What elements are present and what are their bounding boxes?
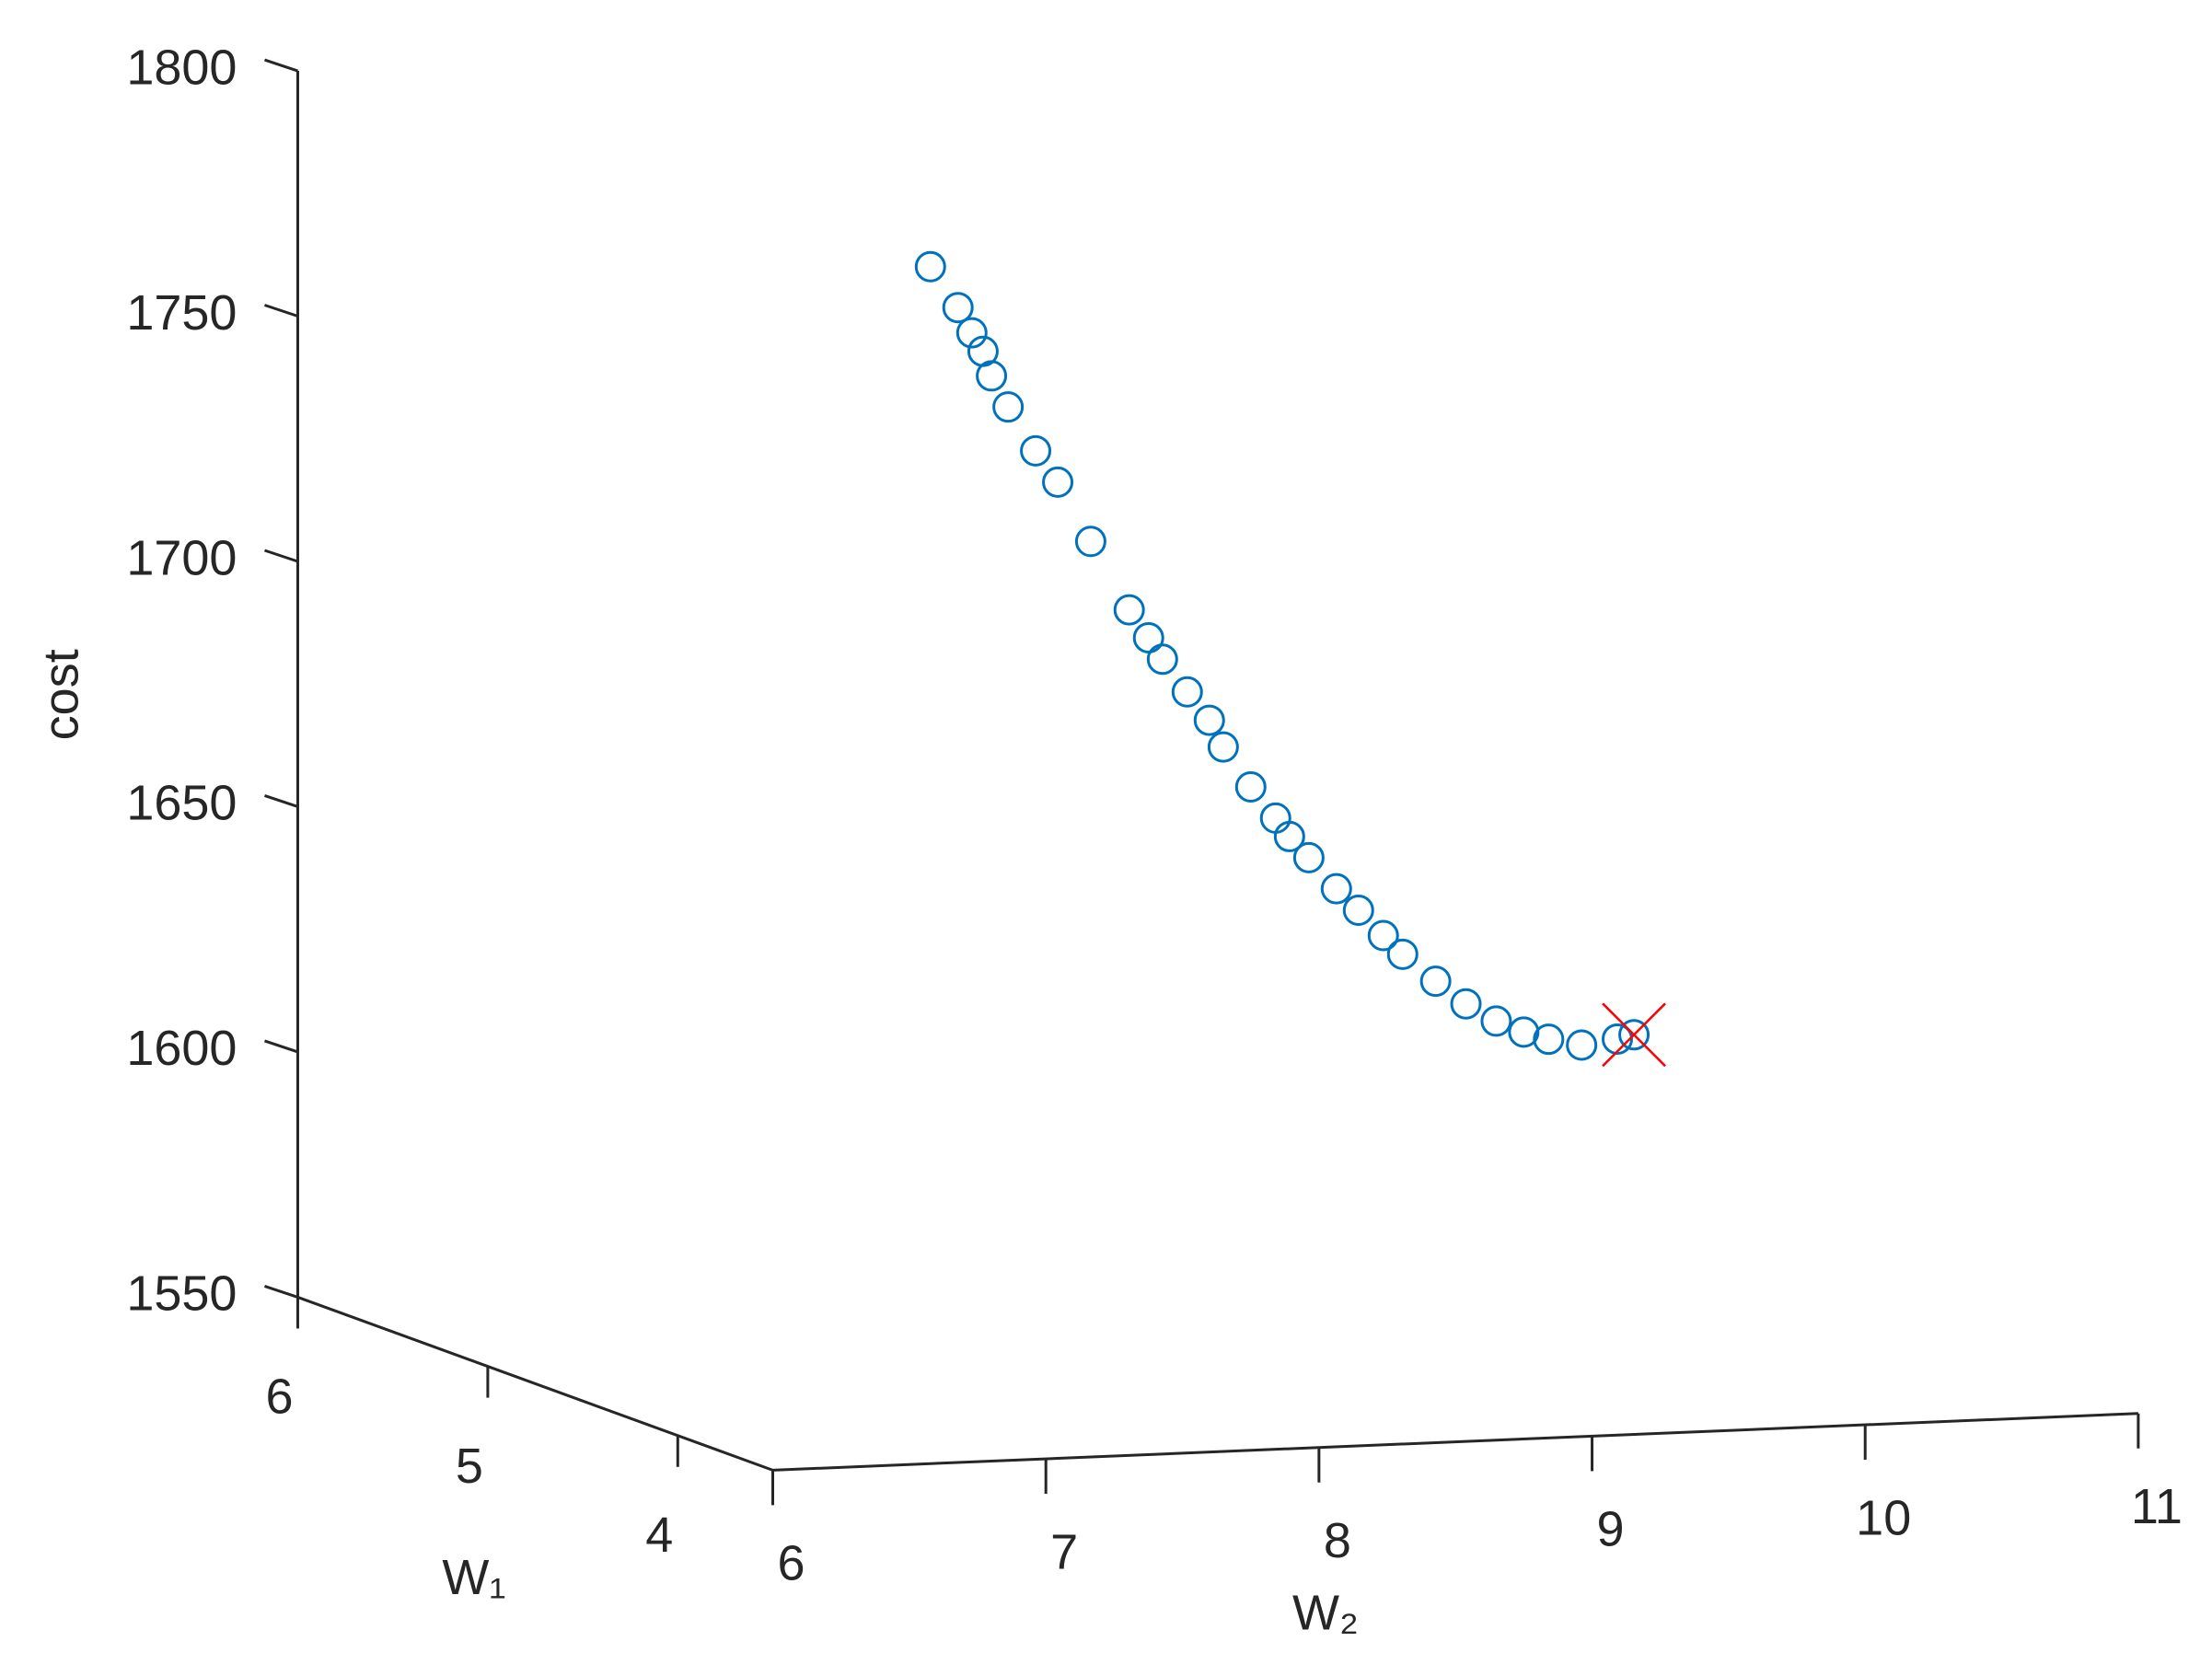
- point: [976, 360, 1008, 392]
- point: [1020, 434, 1052, 467]
- point: [1618, 1019, 1650, 1051]
- point: [1533, 1023, 1565, 1056]
- point: [992, 391, 1025, 423]
- point: [1386, 938, 1419, 970]
- point: [1259, 802, 1291, 834]
- point: [1171, 676, 1203, 708]
- point: [1450, 988, 1482, 1020]
- point: [914, 250, 946, 283]
- point: [1508, 1016, 1540, 1048]
- z-tick: [264, 58, 298, 73]
- point: [1292, 841, 1325, 873]
- point: [1273, 820, 1305, 852]
- point: [1113, 594, 1145, 626]
- point: [1419, 965, 1452, 998]
- point: [1566, 1029, 1598, 1061]
- point: [1320, 873, 1352, 905]
- point: [1146, 643, 1178, 676]
- point: [1042, 466, 1074, 498]
- point: [1234, 771, 1267, 803]
- point: [942, 292, 974, 324]
- x-tick-label: 10: [1856, 1490, 1911, 1545]
- minimum-marker: [1602, 1002, 1666, 1068]
- x-axis-label: W₂: [1292, 1585, 1359, 1640]
- point: [1193, 704, 1225, 736]
- y-axis: [296, 1296, 774, 1472]
- z-tick-label: 1750: [126, 285, 237, 341]
- y-tick-label: 6: [265, 1370, 293, 1425]
- point: [1207, 731, 1239, 763]
- z-tick: [264, 1285, 298, 1299]
- x-tick-label: 9: [1597, 1502, 1625, 1557]
- y-tick-label: 4: [645, 1508, 673, 1563]
- z-tick: [264, 1039, 298, 1054]
- x-tick-label: 8: [1324, 1513, 1351, 1568]
- y-tick-label: 5: [456, 1439, 483, 1494]
- y-axis-label: W₁: [442, 1550, 505, 1605]
- point: [1367, 919, 1399, 952]
- point: [1601, 1023, 1633, 1055]
- z-tick-label: 1550: [126, 1266, 237, 1322]
- x-tick-label: 6: [777, 1536, 805, 1591]
- point: [1480, 1005, 1512, 1037]
- x-tick-label: 11: [2131, 1479, 2183, 1534]
- z-tick-label: 1800: [126, 40, 237, 95]
- z-tick-label: 1700: [126, 530, 237, 585]
- z-tick-label: 1600: [126, 1021, 237, 1076]
- point: [1342, 895, 1374, 927]
- point: [955, 317, 988, 349]
- z-axis-label: cost: [33, 649, 88, 740]
- x-axis: [772, 1412, 2138, 1472]
- point: [1132, 622, 1164, 654]
- z-tick: [264, 304, 298, 318]
- z-tick: [264, 549, 298, 563]
- x-tick-label: 7: [1050, 1524, 1078, 1579]
- z-tick-label: 1650: [126, 776, 237, 831]
- point: [1074, 526, 1106, 558]
- z-tick: [264, 794, 298, 808]
